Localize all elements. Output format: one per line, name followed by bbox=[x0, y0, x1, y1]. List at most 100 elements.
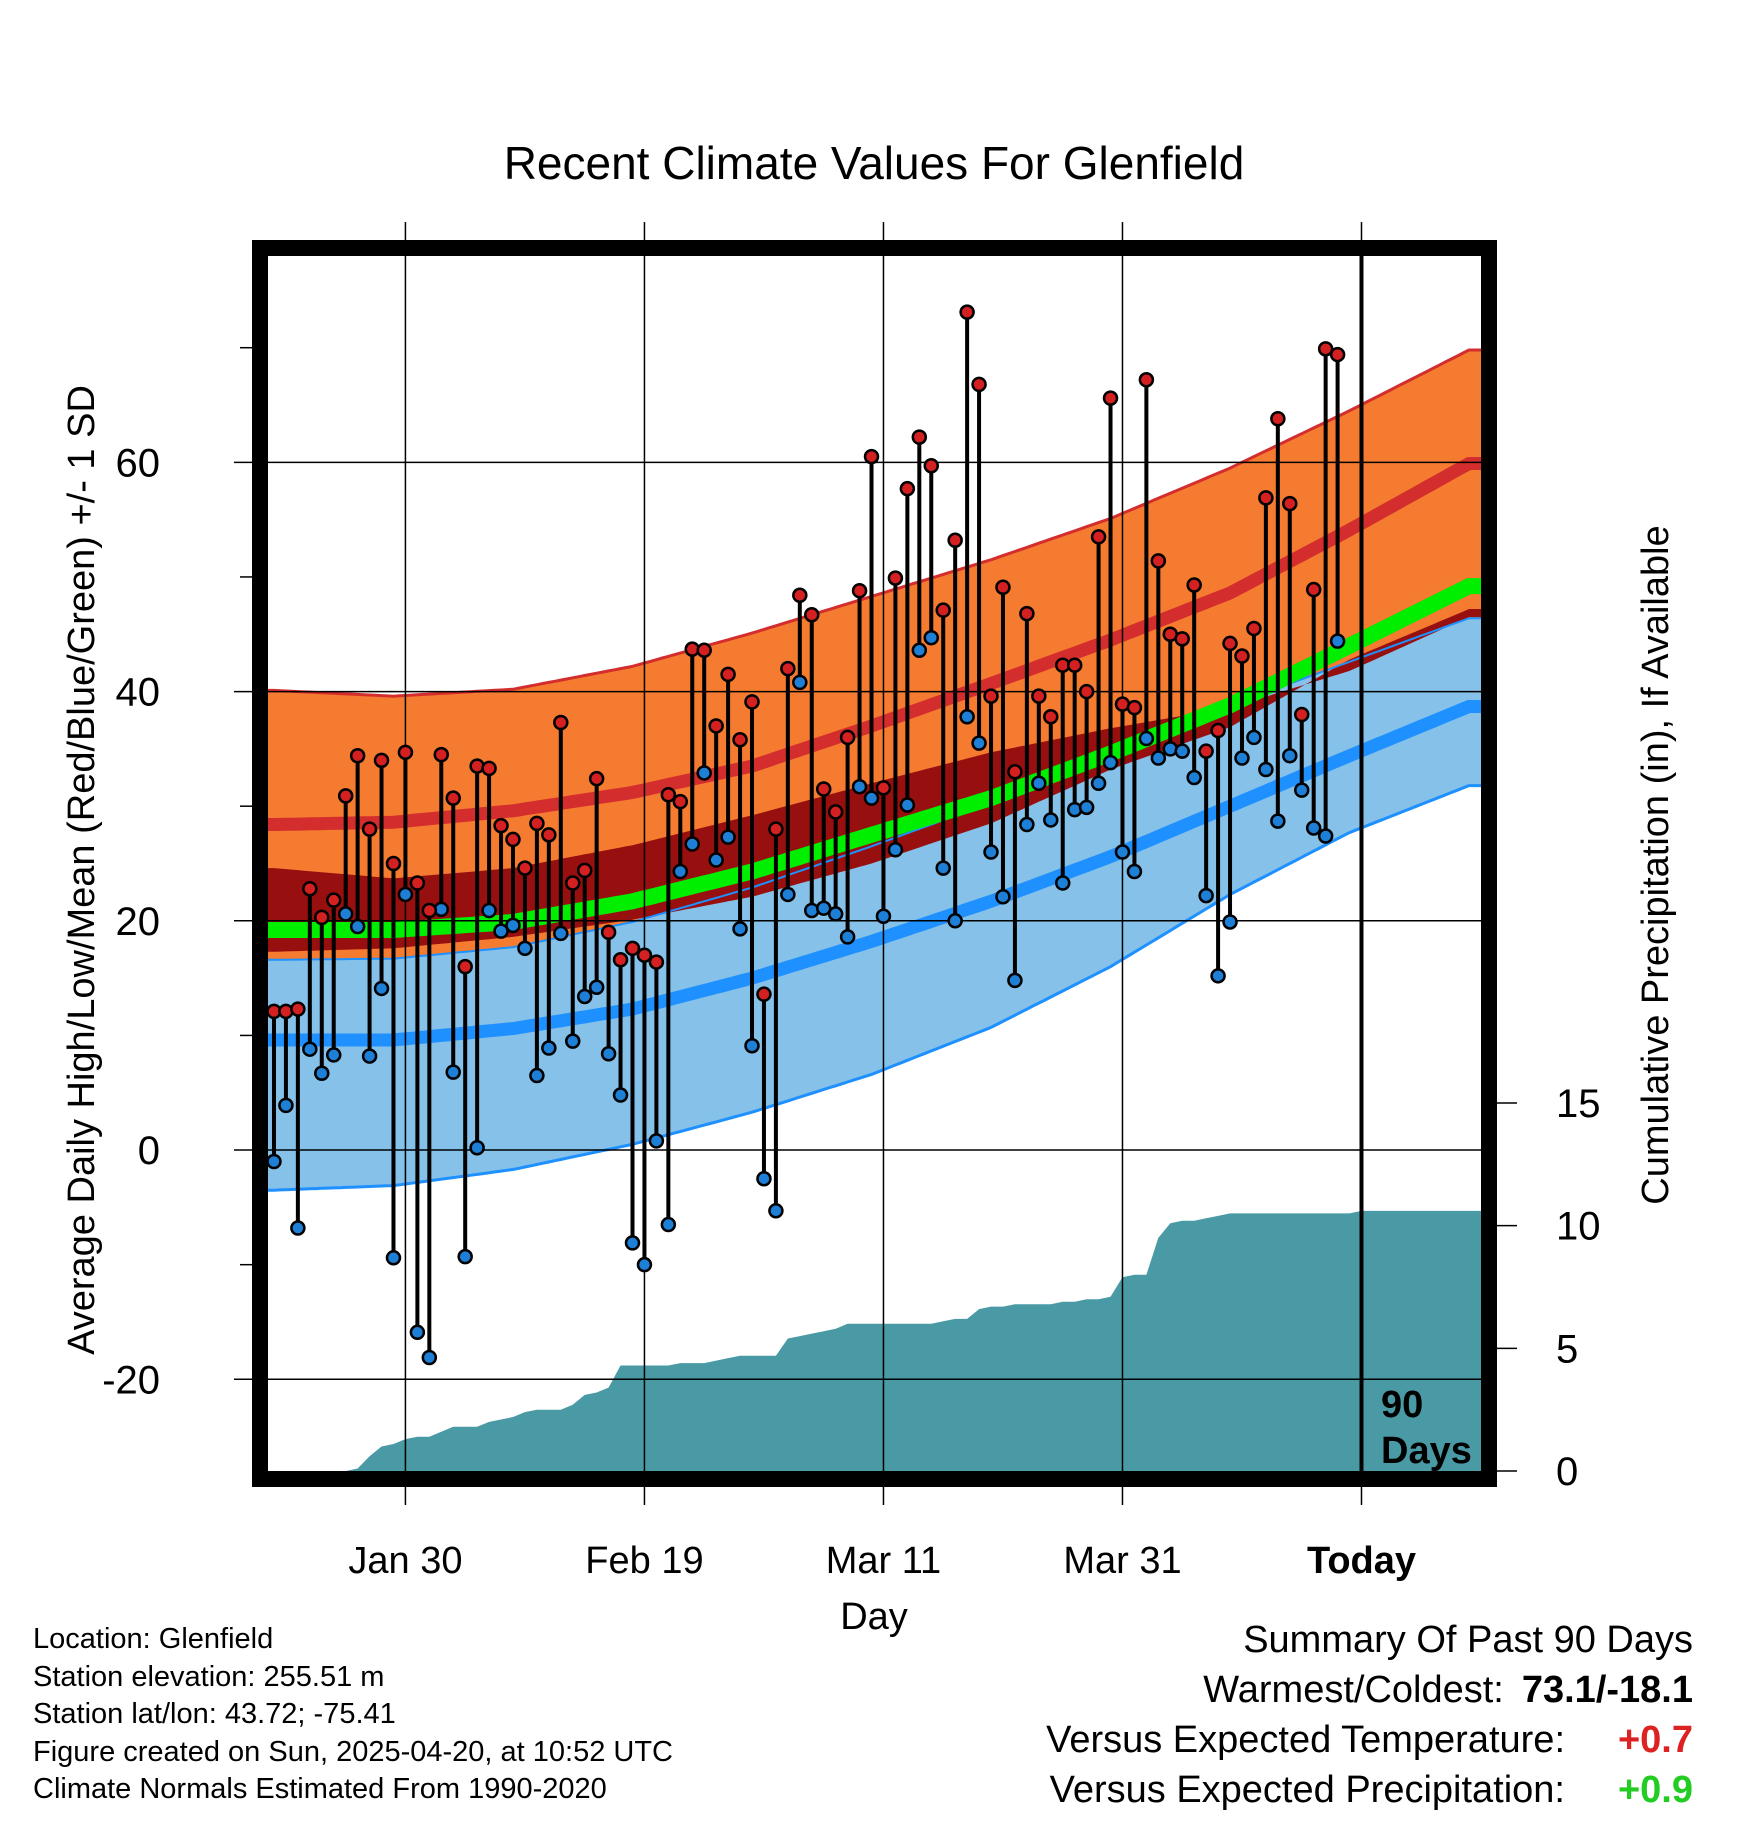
location-text: Location: Glenfield bbox=[33, 1623, 274, 1655]
daily-low-point bbox=[696, 765, 712, 781]
daily-high-point bbox=[1293, 706, 1310, 723]
daily-low-point bbox=[266, 1153, 282, 1170]
daily-low-point bbox=[588, 979, 605, 996]
x-tick-label: Mar 31 bbox=[1063, 1540, 1181, 1582]
daily-low-point bbox=[290, 1220, 306, 1236]
y-right-tick-label: 0 bbox=[1556, 1450, 1578, 1494]
daily-high-point bbox=[804, 607, 820, 623]
daily-low-point bbox=[409, 1324, 426, 1341]
daily-high-point bbox=[935, 602, 951, 618]
daily-low-point bbox=[1329, 633, 1346, 649]
daily-low-point bbox=[935, 860, 951, 876]
bottom-axis: Jan 30 Feb 19 Mar 11 Mar 31 Today bbox=[348, 222, 1416, 1582]
daily-low-point bbox=[505, 917, 521, 934]
daily-low-point bbox=[983, 844, 999, 860]
x-tick-label: Jan 30 bbox=[348, 1540, 462, 1582]
daily-low-point bbox=[1305, 820, 1322, 836]
warmest-coldest-row: Warmest/Coldest: 73.1/-18.1 bbox=[1046, 1665, 1693, 1715]
daily-high-point bbox=[1282, 495, 1298, 512]
daily-high-point bbox=[947, 532, 963, 549]
daily-high-point bbox=[672, 793, 689, 810]
daily-high-point bbox=[493, 817, 509, 834]
precip-vs-expected-label: Versus Expected Precipitation: bbox=[1049, 1769, 1565, 1811]
daily-low-point bbox=[302, 1041, 318, 1057]
daily-low-point bbox=[517, 940, 533, 957]
daily-high-point bbox=[636, 947, 653, 963]
daily-low-point bbox=[684, 836, 701, 852]
daily-low-point bbox=[971, 735, 987, 751]
daily-high-point bbox=[911, 429, 928, 445]
daily-high-point bbox=[827, 804, 844, 820]
created-text: Figure created on Sun, 2025-04-20, at 10… bbox=[33, 1735, 673, 1768]
daily-high-point bbox=[732, 731, 748, 748]
daily-high-point bbox=[1019, 605, 1035, 622]
precipitation-area bbox=[273, 1210, 1482, 1471]
daily-low-point bbox=[445, 1064, 461, 1080]
daily-high-point bbox=[971, 376, 987, 393]
y-left-tick-label: -20 bbox=[102, 1358, 160, 1402]
daily-low-point bbox=[1031, 775, 1047, 792]
daily-high-point bbox=[1270, 411, 1286, 427]
y-axis-right-label: Cumulative Precipitation (in), If Availa… bbox=[1635, 525, 1677, 1204]
daily-high-point bbox=[959, 304, 975, 320]
y-left-tick-label: 0 bbox=[138, 1129, 160, 1173]
daily-high-point bbox=[1150, 553, 1167, 569]
daily-high-point bbox=[720, 666, 736, 683]
daily-high-point bbox=[1126, 699, 1143, 716]
latlon-text: Station lat/lon: 43.72; -75.41 bbox=[33, 1698, 396, 1730]
daily-high-point bbox=[314, 909, 330, 926]
daily-high-point bbox=[385, 855, 402, 872]
temp-vs-expected-value: +0.7 bbox=[1617, 1719, 1693, 1761]
daily-low-point bbox=[815, 900, 832, 916]
daily-high-point bbox=[875, 780, 892, 796]
daily-low-point bbox=[373, 980, 390, 997]
daily-high-point bbox=[648, 954, 665, 970]
daily-range-stems bbox=[271, 312, 1340, 1358]
daily-low-point bbox=[612, 1087, 629, 1103]
temp-vs-expected-row: Versus Expected Temperature: +0.7 bbox=[1046, 1715, 1693, 1765]
elevation-text: Station elevation: 255.51 m bbox=[33, 1660, 385, 1693]
plot-border bbox=[252, 240, 1497, 1487]
normals-text: Climate Normals Estimated From 1990-2020 bbox=[33, 1773, 607, 1805]
daily-high-point bbox=[660, 786, 677, 803]
daily-low-point bbox=[636, 1256, 653, 1273]
daily-low-point bbox=[756, 1170, 772, 1187]
daily-high-point bbox=[624, 940, 641, 957]
daily-low-point bbox=[1270, 813, 1286, 829]
summary-panel: Summary Of Past 90 Days Warmest/Coldest:… bbox=[1046, 1615, 1693, 1815]
daily-high-point bbox=[373, 752, 390, 769]
daily-low-point bbox=[1090, 775, 1107, 792]
daily-high-point bbox=[1007, 764, 1023, 780]
daily-low-point bbox=[1102, 754, 1119, 771]
daily-low-point bbox=[1210, 968, 1226, 984]
daily-low-point bbox=[768, 1203, 784, 1219]
temp-vs-expected-label: Versus Expected Temperature: bbox=[1046, 1719, 1565, 1761]
daily-high-point bbox=[529, 815, 545, 832]
daily-low-point bbox=[839, 929, 856, 945]
daily-low-point bbox=[1019, 816, 1035, 833]
plot-frame bbox=[252, 240, 1497, 1487]
daily-high-point bbox=[887, 570, 904, 586]
daily-low-point bbox=[1043, 812, 1059, 828]
daily-low-point bbox=[1222, 914, 1238, 930]
daily-low-point bbox=[1258, 761, 1274, 778]
daily-high-point bbox=[349, 748, 366, 764]
daily-low-point bbox=[1138, 730, 1155, 747]
daily-low-point bbox=[1114, 844, 1131, 860]
daily-low-point bbox=[349, 918, 366, 935]
daily-low-point bbox=[1174, 743, 1190, 759]
daily-high-point bbox=[505, 831, 521, 848]
daily-low-point bbox=[1246, 729, 1262, 746]
y-right-tick-label: 5 bbox=[1556, 1327, 1578, 1371]
daily-high-point bbox=[302, 880, 318, 897]
today-marker-label-line1: 90 bbox=[1381, 1384, 1423, 1426]
daily-low-point bbox=[708, 852, 724, 868]
daily-high-point bbox=[1317, 341, 1334, 357]
daily-low-point bbox=[672, 863, 689, 880]
low-lower-line bbox=[268, 784, 1481, 1192]
daily-low-point bbox=[337, 906, 354, 922]
daily-high-point bbox=[983, 688, 999, 704]
daily-high-point bbox=[1090, 529, 1107, 545]
daily-low-point bbox=[361, 1048, 378, 1064]
